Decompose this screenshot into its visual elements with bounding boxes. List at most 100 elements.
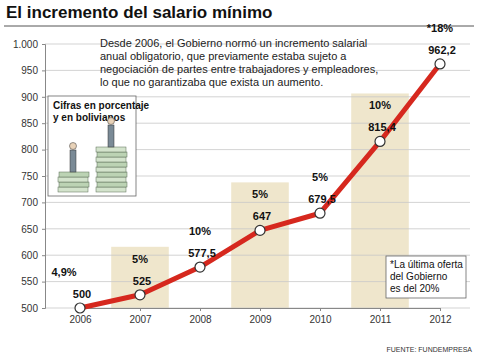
subtitle-line: negociación de partes entre trabajadores… — [100, 63, 378, 75]
subtitle-line: lo que no garantizaba que exista un aume… — [100, 76, 323, 88]
footnote-line: *La última oferta — [390, 259, 463, 270]
x-tick-label: 2009 — [249, 314, 272, 325]
grid-line — [45, 202, 470, 203]
y-tick-mark — [42, 44, 45, 45]
y-tick-label: 1.000 — [13, 39, 38, 50]
y-tick-label: 700 — [21, 197, 38, 208]
figure — [108, 125, 114, 147]
y-axis-line — [42, 45, 46, 309]
figure-head — [70, 143, 77, 150]
y-tick: 900 — [21, 92, 45, 103]
x-axis-line — [81, 309, 441, 312]
data-label: 577,5 — [188, 247, 216, 259]
x-tick-mark — [380, 308, 381, 311]
data-label: 647 — [253, 210, 271, 222]
grid-line — [45, 255, 470, 256]
y-tick-mark — [42, 97, 45, 98]
bill — [97, 182, 127, 187]
inset-box — [48, 96, 136, 196]
x-tick-mark — [200, 308, 201, 311]
bill — [97, 162, 127, 167]
shading-group — [111, 93, 409, 308]
y-tick-mark — [42, 255, 45, 256]
x-tick-label: 2010 — [309, 314, 332, 325]
data-label: 815,4 — [368, 121, 396, 133]
y-tick-mark — [42, 123, 45, 124]
inset-text: Cifras en porcentaje — [53, 100, 150, 111]
data-label: 500 — [73, 288, 91, 300]
y-tick-label: 950 — [21, 65, 38, 76]
bill — [58, 187, 88, 192]
y-tick-label: 550 — [21, 276, 38, 287]
y-tick-mark — [42, 176, 45, 177]
y-tick-mark — [42, 150, 45, 151]
percent-label: 10% — [189, 225, 211, 237]
footnote: *La última ofertadel Gobiernoes del 20% — [386, 256, 466, 298]
figure — [70, 150, 76, 172]
x-tick-label: 2011 — [370, 314, 392, 325]
y-tick-mark — [42, 308, 45, 309]
y-tick-label: 600 — [21, 250, 38, 261]
percent-label: 5% — [312, 171, 328, 183]
bill — [96, 147, 126, 152]
bill — [59, 172, 89, 177]
x-tick-label: 2006 — [69, 314, 92, 325]
bill — [96, 177, 126, 182]
y-tick: 800 — [21, 144, 45, 155]
y-tick-label: 900 — [21, 92, 38, 103]
percent-label: 5% — [132, 253, 148, 265]
footnote-line: es del 20% — [390, 283, 440, 294]
title-rule — [4, 26, 474, 27]
title: El incremento del salario mínimo — [6, 3, 272, 22]
y-tick-mark — [42, 282, 45, 283]
bill — [59, 182, 89, 187]
subtitle: Desde 2006, el Gobierno normó un increme… — [100, 37, 378, 88]
y-tick: 650 — [21, 224, 45, 235]
point — [375, 136, 385, 146]
y-tick: 950 — [21, 65, 45, 76]
data-label: 525 — [133, 275, 151, 287]
background — [0, 0, 478, 359]
y-tick: 700 — [21, 197, 45, 208]
percent-label: 4,9% — [51, 266, 76, 278]
point — [195, 262, 205, 272]
bill — [96, 187, 126, 192]
x-tick: 2011 — [370, 308, 392, 325]
bill — [97, 152, 127, 157]
subtitle-line: anual obligatorio, que previamente estab… — [100, 50, 347, 62]
x-axis: 2006 2007 2008 2009 2010 2011 2012 — [69, 308, 452, 325]
footnote-line: del Gobierno — [390, 271, 448, 282]
y-tick: 500 — [21, 303, 45, 314]
point — [135, 290, 145, 300]
x-tick: 2008 — [189, 308, 212, 325]
y-tick-mark — [42, 202, 45, 203]
y-tick: 850 — [21, 118, 45, 129]
percent-label: *18% — [427, 22, 454, 34]
x-tick: 2007 — [129, 308, 152, 325]
x-tick-label: 2008 — [189, 314, 212, 325]
x-tick-mark — [260, 308, 261, 311]
y-tick: 550 — [21, 276, 45, 287]
bill — [97, 172, 127, 177]
y-tick: 750 — [21, 171, 45, 182]
y-tick: 1.000 — [13, 39, 45, 50]
point — [315, 208, 325, 218]
inset-text: y en bolivianos — [53, 112, 126, 123]
x-tick: 2009 — [249, 308, 272, 325]
x-tick-mark — [440, 308, 441, 311]
y-tick-mark — [42, 229, 45, 230]
x-tick-mark — [320, 308, 321, 311]
x-tick-label: 2012 — [429, 314, 452, 325]
inset: Cifras en porcentajey en bolivianos — [48, 96, 150, 196]
y-tick-label: 650 — [21, 224, 38, 235]
x-tick: 2012 — [429, 308, 452, 325]
percent-label: 5% — [252, 188, 268, 200]
point — [435, 59, 445, 69]
y-tick-mark — [42, 70, 45, 71]
y-tick-label: 750 — [21, 171, 38, 182]
x-tick-mark — [140, 308, 141, 311]
y-tick-label: 850 — [21, 118, 38, 129]
y-axis: 500 550 600 650 700 750 800 850 900 950 1.000 — [13, 39, 46, 314]
bill — [96, 157, 126, 162]
bill — [58, 177, 88, 182]
